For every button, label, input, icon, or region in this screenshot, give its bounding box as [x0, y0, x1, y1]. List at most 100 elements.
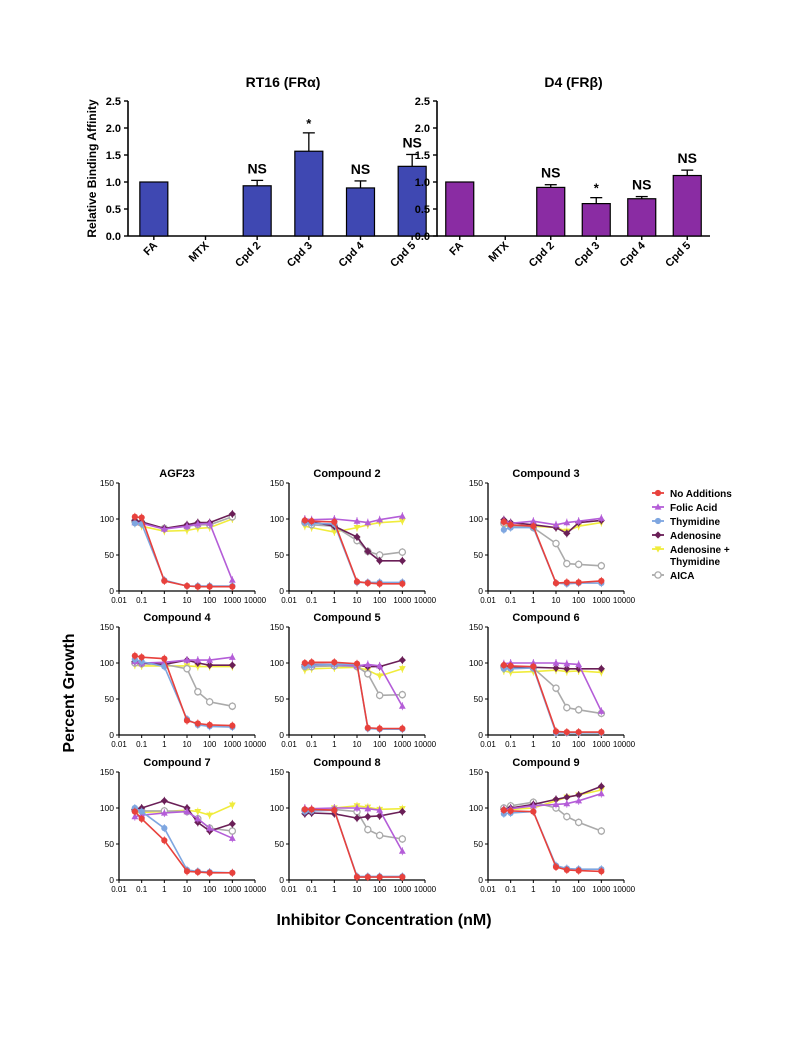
data-point: [206, 519, 214, 526]
binding-affinity-panels: RT16 (FRα) Relative Binding Affinity 0.0 0.…: [85, 74, 710, 270]
data-point: [398, 835, 407, 843]
data-point: [376, 662, 384, 669]
data-point: [399, 580, 406, 587]
data-point: [552, 659, 560, 666]
data-point: [229, 869, 236, 876]
data-point: [131, 513, 138, 520]
growth-x-tick-label: 10000: [613, 885, 636, 894]
series-line: [503, 664, 602, 733]
data-point: [194, 664, 202, 671]
data-point: [575, 729, 582, 736]
data-point: [574, 706, 583, 714]
bar-chart-y-label: Relative Binding Affinity: [85, 99, 99, 238]
series-no_additions: [500, 806, 605, 876]
data-point: [500, 662, 507, 669]
data-point: [376, 580, 383, 587]
data-point: [552, 664, 560, 672]
growth-x-tick-label: 1: [162, 885, 167, 894]
legend-entry-adenosine_thymidine: Adenosine +Thymidine: [652, 545, 730, 568]
data-point: [398, 666, 406, 673]
data-point: [228, 820, 236, 828]
data-point: [530, 808, 537, 815]
growth-chart-title: Compound 9: [512, 757, 579, 769]
growth-x-tick-label: 0.01: [480, 596, 496, 605]
bar-y-tick-label: 0.0: [106, 231, 121, 243]
bar-y-tick-label: 2.0: [106, 123, 121, 135]
data-point: [552, 684, 560, 692]
growth-chart-title: Compound 8: [313, 757, 380, 769]
data-point: [500, 526, 507, 533]
growth-x-tick-label: 100: [203, 885, 217, 894]
data-point: [398, 548, 407, 556]
growth-x-tick-label: 1000: [393, 740, 411, 749]
growth-x-tick-label: 100: [572, 740, 586, 749]
series-line: [503, 809, 602, 873]
growth-x-tick-label: 1000: [592, 596, 610, 605]
significance-label: NS: [247, 160, 266, 176]
bar-y-tick-label: 1.0: [106, 177, 121, 189]
data-point: [398, 808, 406, 816]
data-point: [194, 688, 202, 696]
series-aica: [301, 661, 407, 700]
legend-entry-thymidine: Thymidine: [652, 517, 720, 528]
growth-y-tick-label: 50: [105, 694, 115, 704]
data-point: [229, 722, 236, 729]
series-no_additions: [131, 651, 236, 730]
growth-x-tick-label: 1000: [223, 885, 241, 894]
growth-x-tick-label: 0.01: [111, 885, 127, 894]
growth-x-tick-label: 1: [332, 596, 337, 605]
growth-x-tick-label: 0.1: [136, 885, 148, 894]
data-point: [183, 665, 191, 673]
growth-y-tick-label: 0: [109, 875, 114, 885]
data-point: [574, 560, 583, 569]
data-point: [563, 519, 571, 526]
series-folic_acid: [131, 518, 236, 585]
series-aica: [131, 512, 237, 533]
data-point: [507, 521, 514, 528]
legend-label: Adenosine +: [670, 545, 730, 556]
growth-x-tick-label: 10: [183, 596, 192, 605]
growth-x-tick-label: 10: [183, 740, 192, 749]
growth-y-tick-label: 150: [469, 767, 483, 777]
series-line: [503, 669, 602, 674]
data-point: [301, 517, 308, 524]
growth-y-tick-label: 50: [275, 694, 285, 704]
growth-chart-6: Compound 6 0 50 100 150 0.01 0.1 1 10 100 1000 1000…: [469, 612, 636, 749]
data-point: [597, 782, 605, 790]
legend-label: AICA: [670, 571, 694, 582]
data-point: [598, 729, 605, 736]
data-point: [364, 813, 372, 821]
bar: [581, 203, 611, 237]
growth-x-tick-label: 0.01: [480, 885, 496, 894]
growth-chart-4: Compound 4 0 50 100 150 0.01 0.1 1 10 100 1000 1000…: [100, 612, 267, 749]
data-point: [161, 655, 168, 662]
data-point: [194, 720, 201, 727]
series-no_additions: [301, 805, 406, 882]
data-point: [654, 571, 662, 579]
growth-x-tick-label: 1000: [393, 885, 411, 894]
growth-x-tick-label: 1000: [393, 596, 411, 605]
data-point: [597, 827, 606, 835]
data-point: [500, 518, 507, 525]
legend-entry-folic_acid: Folic Acid: [652, 503, 717, 514]
data-point: [353, 874, 361, 881]
growth-y-tick-label: 0: [478, 586, 483, 596]
bar: [536, 186, 566, 237]
growth-x-tick-label: 1: [332, 740, 337, 749]
data-point: [364, 547, 372, 555]
legend-entry-adenosine: Adenosine: [652, 531, 722, 542]
data-point: [194, 656, 202, 663]
legend-entry-aica: AICA: [652, 571, 694, 582]
growth-chart-9: Compound 9 0 50 100 150 0.01 0.1 1 10 100 1000 1000…: [469, 757, 636, 894]
data-point: [563, 800, 571, 807]
data-point: [183, 582, 191, 590]
growth-x-tick-label: 100: [373, 740, 387, 749]
data-point: [228, 510, 236, 518]
growth-x-tick-label: 1: [531, 740, 536, 749]
bar-chart-title: D4 (FRβ): [544, 74, 602, 90]
growth-x-tick-label: 1: [162, 596, 167, 605]
data-point: [552, 728, 560, 735]
growth-x-tick-label: 10000: [244, 740, 267, 749]
legend-label: Adenosine: [670, 531, 722, 542]
